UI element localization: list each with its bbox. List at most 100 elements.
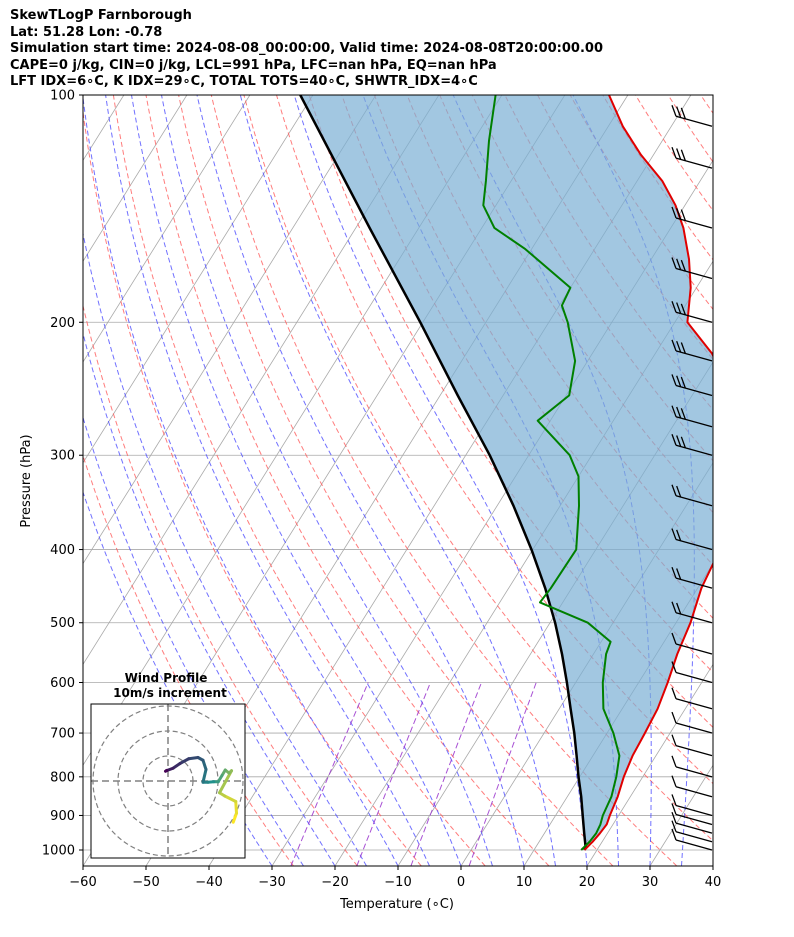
wind-barb xyxy=(671,301,713,323)
isotherm-line xyxy=(83,95,377,565)
isotherm-line xyxy=(83,95,188,262)
dry-adiabat xyxy=(243,95,713,842)
x-tick-label: 20 xyxy=(579,875,596,890)
dry-adiabat xyxy=(766,95,794,866)
hodograph-segment xyxy=(201,768,208,784)
mixing-ratio-line xyxy=(410,682,482,866)
wind-barb xyxy=(671,566,713,589)
wind-barb xyxy=(671,434,713,456)
moist-adiabat xyxy=(83,331,336,866)
dry-adiabat xyxy=(112,95,486,866)
y-tick-label: 700 xyxy=(50,727,75,742)
hodograph-segment xyxy=(178,757,191,765)
location-line: Lat: 51.28 Lon: -0.78 xyxy=(10,24,163,40)
y-tick-label: 200 xyxy=(50,316,75,331)
isotherm-line xyxy=(83,95,251,363)
dewpoint-profile-line xyxy=(482,95,621,851)
moist-adiabat xyxy=(712,860,713,866)
hodograph-subtitle: 10m/s increment xyxy=(113,686,227,700)
cape-shading xyxy=(300,95,713,847)
x-tick-label: −30 xyxy=(258,875,285,890)
mixing-ratio-line xyxy=(468,682,537,866)
y-tick-label: 800 xyxy=(50,770,75,785)
wind-barb xyxy=(671,803,713,826)
moist-adiabat xyxy=(161,95,493,866)
dry-adiabat xyxy=(145,95,550,866)
wind-barb xyxy=(671,257,713,280)
moist-adiabat xyxy=(239,95,556,866)
wind-barb xyxy=(671,405,713,428)
y-axis-label: Pressure (hPa) xyxy=(19,434,34,527)
hodograph-segment xyxy=(164,769,169,773)
wind-barb xyxy=(671,528,713,551)
wind-barb xyxy=(671,661,713,684)
mixing-ratio-line xyxy=(290,682,369,866)
moist-adiabat xyxy=(745,95,794,866)
hodograph-segment xyxy=(234,800,238,815)
chart-title: SkewTLogP Farnborough xyxy=(10,8,192,23)
hodograph-inset: Wind Profile 10m/s increment xyxy=(90,671,246,859)
wind-barb xyxy=(671,484,713,507)
moist-adiabat xyxy=(196,95,525,866)
moist-adiabat xyxy=(293,95,588,866)
x-axis-label: Temperature (∘C) xyxy=(339,897,454,912)
x-tick-label: −10 xyxy=(384,875,411,890)
dry-adiabat xyxy=(308,95,713,729)
hodograph-segment xyxy=(223,794,238,803)
x-tick-label: −50 xyxy=(132,875,159,890)
y-tick-label: 900 xyxy=(50,809,75,824)
x-tick-label: −60 xyxy=(69,875,96,890)
chart-title-block: SkewTLogP Farnborough Lat: 51.28 Lon: -0… xyxy=(10,8,603,91)
wind-barb xyxy=(671,339,713,362)
wind-barb xyxy=(671,820,713,843)
moist-adiabat xyxy=(105,95,430,866)
wind-barb xyxy=(671,687,713,710)
x-tick-label: −20 xyxy=(321,875,348,890)
wind-barb xyxy=(671,775,713,798)
wind-barb xyxy=(671,374,713,397)
y-tick-label: 600 xyxy=(50,676,75,691)
dry-adiabat xyxy=(210,95,678,866)
isotherm-line xyxy=(83,95,440,666)
moist-adiabat xyxy=(131,95,462,866)
moist-adiabat xyxy=(83,95,399,866)
isotherm-line xyxy=(586,663,713,866)
hodograph-segment xyxy=(231,811,238,824)
parcel-profile-line xyxy=(299,95,587,851)
cape-line: CAPE=0 j/kg, CIN=0 j/kg, LCL=991 hPa, LF… xyxy=(10,57,497,73)
mixing-ratio-line xyxy=(356,682,431,866)
axes: −60 −50 −40 −30 −20 −10 0 10 20 30 40 100 200 300 400 5… xyxy=(42,89,721,891)
x-tick-label: 40 xyxy=(705,875,722,890)
wind-barb xyxy=(671,206,713,229)
y-tick-label: 100 xyxy=(50,89,75,104)
wind-barb xyxy=(671,146,713,169)
y-tick-label: 500 xyxy=(50,616,75,631)
isotherm-line xyxy=(712,865,713,866)
temperature-profile-line xyxy=(583,95,713,851)
hodograph-segment xyxy=(218,769,233,795)
wind-barb xyxy=(671,811,713,834)
moist-adiabat xyxy=(83,490,273,866)
hodograph-title: Wind Profile xyxy=(125,671,208,685)
y-tick-label: 400 xyxy=(50,543,75,558)
wind-barb xyxy=(671,755,713,778)
wind-barb xyxy=(671,794,713,817)
wind-barb xyxy=(671,601,713,624)
dry-adiabat xyxy=(733,95,794,866)
x-tick-label: −40 xyxy=(195,875,222,890)
wind-barb xyxy=(671,711,713,734)
wind-barb xyxy=(671,632,713,655)
dry-adiabat xyxy=(700,95,713,115)
wind-barb xyxy=(671,828,713,851)
x-tick-label: 0 xyxy=(457,875,465,890)
dry-adiabat xyxy=(83,108,422,866)
dry-adiabat xyxy=(276,95,713,785)
hodograph-segment xyxy=(201,758,208,771)
wind-barb xyxy=(671,105,713,127)
x-tick-label: 30 xyxy=(642,875,659,890)
time-line: Simulation start time: 2024-08-08_00:00:… xyxy=(10,41,603,56)
index-line: LFT IDX=6∘C, K IDX=29∘C, TOTAL TOTS=40∘C… xyxy=(10,74,478,89)
y-tick-label: 300 xyxy=(50,449,75,464)
hodograph-frame xyxy=(90,703,246,859)
